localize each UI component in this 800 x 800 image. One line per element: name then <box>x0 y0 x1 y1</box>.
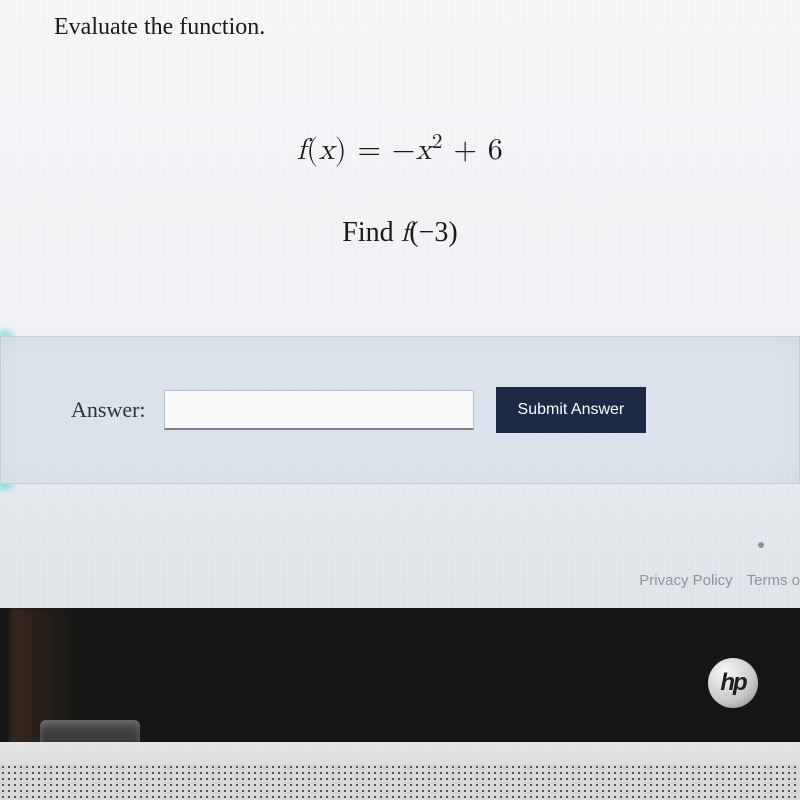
privacy-link[interactable]: Privacy Policy <box>639 572 732 589</box>
hp-logo-icon: hp <box>708 658 758 708</box>
answer-input[interactable] <box>164 390 474 430</box>
answer-label: Answer: <box>71 397 146 423</box>
terms-link[interactable]: Terms o <box>747 572 800 589</box>
math-block: f(x) = −x2 + 6 Find f(−3) <box>0 130 800 250</box>
answer-panel: Answer: Submit Answer <box>0 336 800 484</box>
submit-button[interactable]: Submit Answer <box>496 387 647 433</box>
footer-dot-icon <box>758 542 764 548</box>
speaker-grill <box>0 764 800 800</box>
screenshot-root: Evaluate the function. f(x) = −x2 + 6 Fi… <box>0 0 800 800</box>
footer-links: Privacy Policy Terms o <box>639 572 800 589</box>
equation-text: f(x) = −x2 + 6 <box>0 130 800 168</box>
question-prompt: Evaluate the function. <box>54 14 265 41</box>
task-text: Find f(−3) <box>0 216 800 250</box>
